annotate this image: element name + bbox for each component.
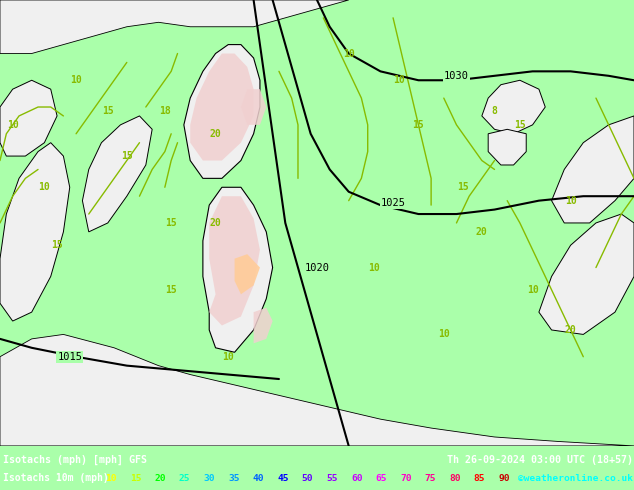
Polygon shape [0,0,349,53]
Text: 1025: 1025 [380,198,406,208]
Text: 10: 10 [343,49,354,58]
Text: 1030: 1030 [444,71,469,81]
Text: 15: 15 [121,151,133,161]
Text: 15: 15 [165,218,177,228]
Polygon shape [552,116,634,223]
Polygon shape [209,196,260,325]
Text: Th 26-09-2024 03:00 UTC (18+57): Th 26-09-2024 03:00 UTC (18+57) [447,455,633,465]
Text: 1020: 1020 [304,263,330,272]
Text: 10: 10 [438,329,450,340]
Text: 30: 30 [204,474,215,483]
Text: ©weatheronline.co.uk: ©weatheronline.co.uk [518,474,633,483]
Text: 15: 15 [51,240,63,250]
Text: 85: 85 [474,474,485,483]
Text: 20: 20 [476,227,488,237]
Text: 65: 65 [375,474,387,483]
Polygon shape [190,53,254,161]
Text: 75: 75 [425,474,436,483]
Text: 10: 10 [527,285,538,295]
Polygon shape [241,89,266,125]
Text: 55: 55 [327,474,338,483]
Polygon shape [184,45,260,178]
Polygon shape [254,308,273,343]
Text: Isotachs (mph) [mph] GFS: Isotachs (mph) [mph] GFS [3,455,147,465]
Text: 20: 20 [210,129,221,139]
Text: 10: 10 [105,474,117,483]
Text: 15: 15 [130,474,141,483]
Text: 10: 10 [565,196,576,206]
Text: 20: 20 [210,218,221,228]
Text: 20: 20 [154,474,166,483]
Polygon shape [0,143,70,321]
Text: 10: 10 [368,263,380,272]
Text: 10: 10 [70,75,82,85]
Text: 15: 15 [457,182,469,192]
Text: 70: 70 [400,474,411,483]
Polygon shape [203,187,273,352]
Text: 1015: 1015 [57,352,82,362]
Text: 45: 45 [277,474,288,483]
Text: 10: 10 [39,182,50,192]
Text: 50: 50 [302,474,313,483]
Text: 10: 10 [394,75,405,85]
Text: 15: 15 [102,106,113,117]
Polygon shape [539,214,634,334]
Text: 18: 18 [159,106,171,117]
Text: 25: 25 [179,474,190,483]
Text: 15: 15 [413,120,424,130]
Text: Isotachs 10m (mph): Isotachs 10m (mph) [3,473,109,483]
Text: 15: 15 [165,285,177,295]
Text: 15: 15 [514,120,526,130]
Text: 10: 10 [223,352,234,362]
Text: 35: 35 [228,474,240,483]
Polygon shape [0,334,634,446]
Polygon shape [82,116,152,232]
Text: 10: 10 [7,120,18,130]
Text: 20: 20 [565,325,576,335]
Text: 8: 8 [491,106,498,117]
Text: 80: 80 [449,474,461,483]
Text: 60: 60 [351,474,363,483]
Polygon shape [235,254,260,294]
Polygon shape [488,129,526,165]
Text: 40: 40 [252,474,264,483]
Polygon shape [0,80,57,156]
Polygon shape [482,80,545,134]
Text: 90: 90 [498,474,510,483]
